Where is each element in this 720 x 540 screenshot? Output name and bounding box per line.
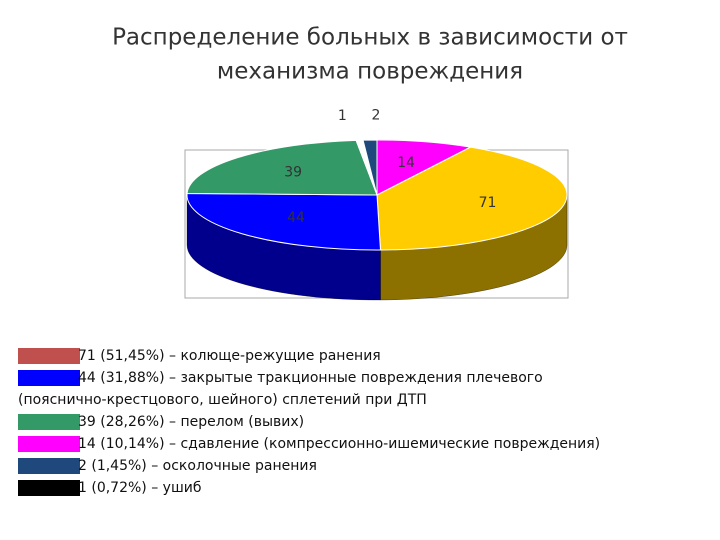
legend-text: 1 (0,72%) – ушиб (78, 480, 201, 496)
data-label: 39 (284, 165, 302, 181)
pie-slice (186, 139, 378, 196)
legend-text: 14 (10,14%) – сдавление (компрессионно-и… (78, 436, 600, 452)
chart-title: Распределение больных в зависимости от (112, 25, 628, 51)
data-label: 14 (397, 155, 415, 171)
legend-text: 39 (28,26%) – перелом (вывих) (78, 414, 304, 430)
legend-swatch (18, 458, 80, 474)
pie-slice (376, 139, 473, 196)
pie-slice (376, 146, 568, 251)
legend-text: 2 (1,45%) – осколочные ранения (78, 458, 317, 474)
legend-swatch (18, 348, 80, 364)
legend-swatch (18, 370, 80, 386)
legend-text: (пояснично-крестцового, шейного) сплетен… (18, 392, 427, 408)
pie-slice (362, 139, 378, 196)
legend-text: 71 (51,45%) – колюще-режущие ранения (78, 348, 381, 364)
legend-swatch (18, 480, 80, 496)
legend-swatch (18, 436, 80, 452)
data-label: 71 (479, 195, 497, 211)
data-label: 1 (338, 108, 347, 124)
legend-swatch (18, 414, 80, 430)
legend-text: 44 (31,88%) – закрытые тракционные повре… (78, 370, 543, 386)
chart-title: механизма повреждения (217, 59, 523, 85)
data-label: 2 (371, 108, 380, 124)
data-label: 44 (287, 210, 305, 226)
pie-slice (186, 192, 382, 251)
